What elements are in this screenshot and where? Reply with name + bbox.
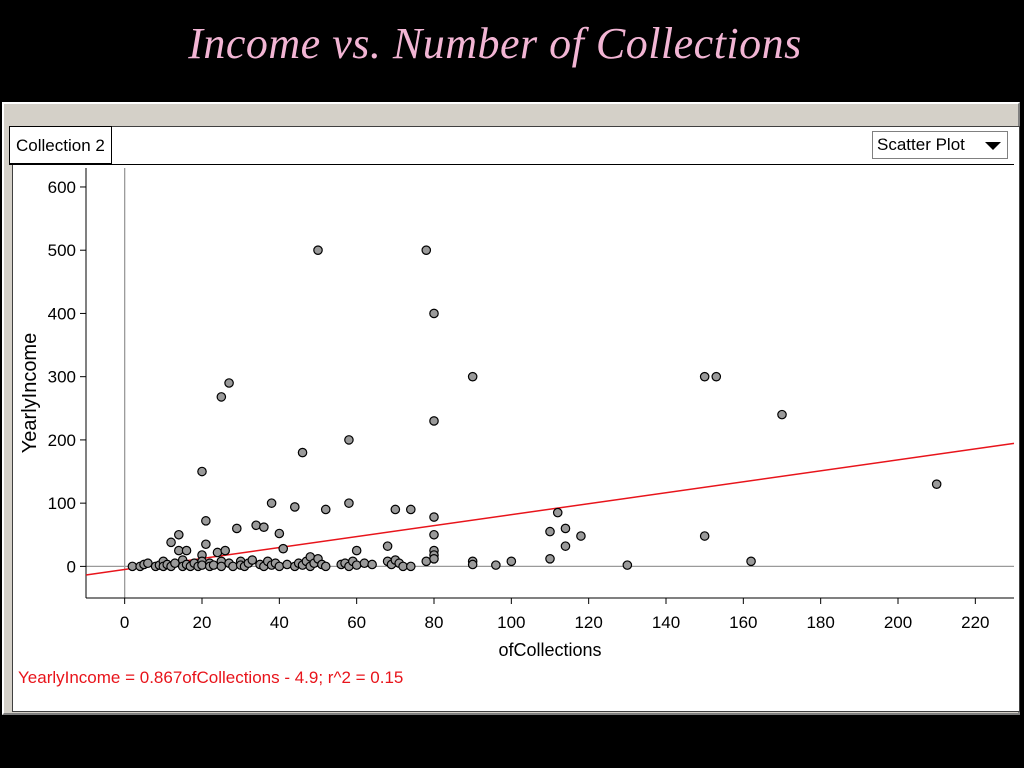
y-tick-label: 600 — [48, 178, 76, 197]
data-point — [545, 526, 555, 537]
data-point — [320, 561, 331, 572]
data-point — [282, 559, 292, 570]
plot-type-label: Scatter Plot — [877, 135, 965, 154]
data-point — [777, 409, 787, 420]
collection-tab[interactable]: Collection 2 — [9, 126, 112, 164]
data-point — [274, 561, 285, 572]
data-point — [247, 555, 258, 565]
data-point — [746, 556, 756, 567]
plot-type-dropdown[interactable]: Scatter Plot — [872, 131, 1008, 159]
x-tick-label: 180 — [806, 613, 834, 632]
data-point — [289, 502, 300, 512]
data-point — [351, 560, 362, 570]
data-point — [220, 545, 230, 556]
data-point — [201, 539, 211, 550]
data-point — [166, 537, 176, 548]
header-divider — [9, 164, 1014, 165]
data-point — [552, 507, 563, 518]
y-tick-label: 200 — [48, 431, 76, 450]
data-point — [274, 528, 285, 539]
data-point — [197, 560, 207, 570]
data-point — [429, 416, 439, 426]
data-point — [278, 543, 288, 554]
x-tick-label: 140 — [652, 613, 680, 632]
y-tick-label: 100 — [48, 494, 76, 513]
x-tick-label: 40 — [270, 613, 289, 632]
regression-line — [85, 442, 1015, 576]
data-point — [405, 504, 416, 515]
x-tick-label: 160 — [729, 613, 757, 632]
data-window — [2, 102, 1020, 715]
regression-equation: YearlyIncome = 0.867ofCollections - 4.9;… — [18, 668, 404, 687]
data-point — [429, 529, 439, 540]
data-point — [344, 498, 354, 508]
y-tick-label: 500 — [48, 241, 76, 260]
data-point — [212, 547, 223, 558]
data-point — [491, 560, 501, 570]
data-point — [266, 498, 277, 508]
data-point — [197, 466, 207, 477]
x-tick-label: 220 — [961, 613, 989, 632]
y-tick-label: 400 — [48, 304, 76, 323]
y-tick-label: 300 — [48, 368, 76, 387]
data-point — [711, 371, 722, 382]
data-point — [545, 553, 555, 564]
data-point — [622, 560, 633, 570]
data-point — [259, 522, 269, 532]
data-point — [421, 245, 432, 256]
x-tick-label: 80 — [425, 613, 444, 632]
x-tick-label: 0 — [120, 613, 129, 632]
data-point — [931, 479, 942, 489]
x-tick-label: 200 — [884, 613, 912, 632]
data-point — [224, 378, 234, 388]
data-point — [367, 559, 377, 570]
data-point — [506, 556, 517, 567]
data-point — [429, 512, 439, 522]
data-point — [251, 520, 261, 531]
data-point — [174, 529, 184, 540]
data-point — [467, 559, 478, 570]
plot-panel — [12, 126, 1020, 712]
data-point — [320, 504, 331, 515]
data-point — [390, 504, 401, 515]
data-point — [313, 245, 323, 256]
x-tick-label: 120 — [574, 613, 602, 632]
data-point — [429, 553, 439, 564]
data-point — [228, 561, 238, 572]
y-tick-label: 0 — [67, 557, 76, 576]
data-point — [699, 531, 710, 541]
data-point — [429, 308, 439, 319]
data-point — [351, 545, 362, 556]
data-point — [421, 556, 432, 567]
data-point — [344, 435, 354, 445]
data-point — [359, 558, 370, 569]
y-axis-label: YearlyIncome — [19, 333, 41, 453]
data-point — [405, 561, 416, 572]
x-axis-label: ofCollections — [498, 640, 601, 660]
data-point — [181, 545, 192, 556]
data-point — [699, 371, 710, 382]
data-point — [560, 523, 571, 534]
data-point — [576, 531, 586, 541]
x-tick-label: 20 — [193, 613, 212, 632]
x-tick-label: 100 — [497, 613, 525, 632]
data-point — [216, 392, 227, 402]
slide-title: Income vs. Number of Collections — [188, 19, 802, 68]
data-point — [382, 541, 393, 551]
data-point — [208, 560, 219, 570]
chevron-down-icon[interactable] — [985, 142, 1001, 150]
data-point — [560, 541, 571, 551]
x-tick-label: 60 — [347, 613, 366, 632]
data-point — [297, 447, 308, 458]
data-point — [232, 523, 242, 534]
data-point — [201, 516, 211, 526]
data-point — [467, 371, 478, 382]
